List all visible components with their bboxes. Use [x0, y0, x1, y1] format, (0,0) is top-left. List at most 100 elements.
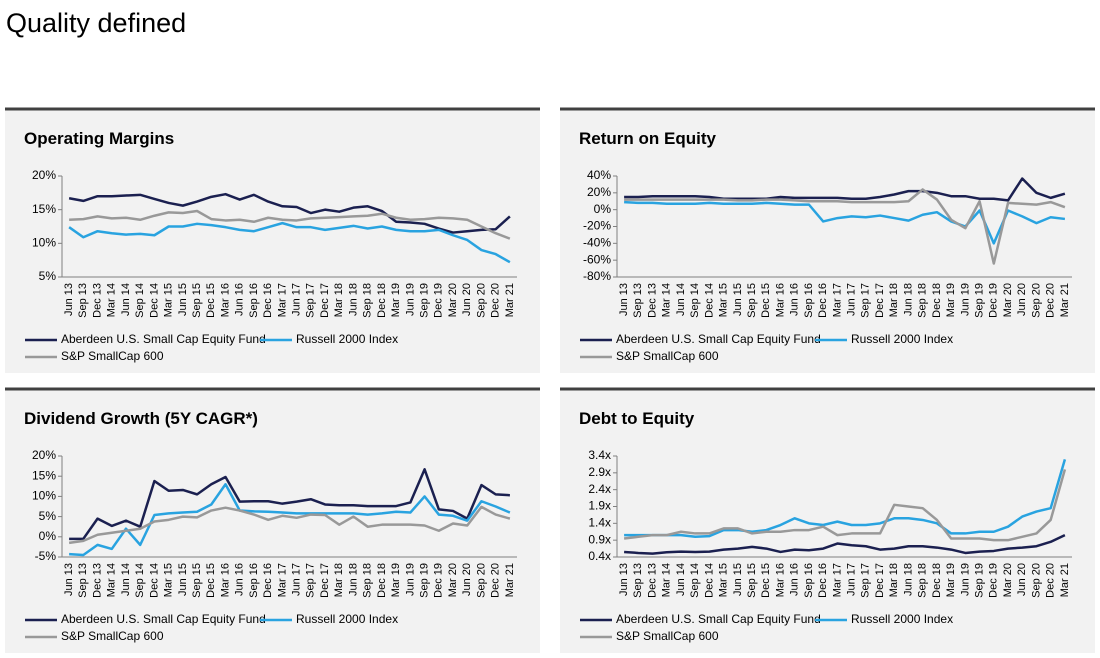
x-tick-label: Jun 16: [789, 283, 801, 316]
x-tick-label: Sep 16: [248, 283, 260, 318]
x-tick-label: Mar 18: [333, 563, 345, 597]
x-tick-label: Jun 13: [63, 563, 75, 596]
legend-label: S&P SmallCap 600: [61, 629, 164, 643]
y-tick-label: 15%: [32, 202, 56, 216]
x-tick-label: Sep 17: [305, 563, 317, 598]
x-tick-label: Dec 14: [148, 563, 160, 598]
x-tick-label: Mar 17: [831, 563, 843, 597]
x-tick-label: Mar 20: [1002, 563, 1014, 597]
x-tick-label: Jun 19: [959, 563, 971, 596]
series-line: [624, 533, 1066, 555]
y-tick-label: 0%: [594, 202, 612, 216]
x-tick-label: Mar 19: [945, 283, 957, 317]
x-tick-label: Dec 19: [988, 563, 1000, 598]
x-tick-label: Jun 16: [789, 563, 801, 596]
x-tick-label: Sep 18: [362, 563, 374, 598]
x-tick-label: Sep 16: [803, 283, 815, 318]
x-tick-label: Jun 17: [846, 283, 858, 316]
x-tick-label: Jun 20: [461, 283, 473, 316]
y-tick-label: 0.9x: [588, 532, 611, 546]
x-tick-label: Sep 19: [973, 563, 985, 598]
x-tick-label: Mar 16: [774, 283, 786, 317]
x-tick-label: Mar 14: [661, 563, 673, 597]
x-tick-label: Dec 20: [490, 283, 502, 318]
x-tick-label: Mar 18: [888, 283, 900, 317]
legend-label: S&P SmallCap 600: [616, 629, 719, 643]
x-tick-label: Jun 18: [902, 563, 914, 596]
x-tick-label: Mar 19: [390, 563, 402, 597]
y-tick-label: 5%: [39, 269, 57, 283]
x-tick-label: Sep 17: [305, 283, 317, 318]
x-tick-label: Jun 17: [291, 283, 303, 316]
legend-label: Russell 2000 Index: [851, 612, 953, 626]
x-tick-label: Mar 16: [219, 563, 231, 597]
x-tick-label: Mar 16: [219, 283, 231, 317]
x-tick-label: Sep 17: [860, 563, 872, 598]
legend-label: Aberdeen U.S. Small Cap Equity Fund: [61, 612, 266, 626]
series-line: [623, 469, 1067, 542]
y-tick-label: 20%: [32, 168, 56, 182]
x-tick-label: Mar 15: [163, 283, 175, 317]
x-tick-label: Jun 13: [618, 563, 630, 596]
x-tick-label: Jun 19: [404, 563, 416, 596]
x-tick-label: Mar 15: [718, 283, 730, 317]
x-tick-label: Dec 14: [148, 283, 160, 318]
x-tick-label: Jun 15: [177, 283, 189, 316]
y-tick-label: -80%: [583, 269, 611, 283]
x-tick-label: Dec 13: [91, 563, 103, 598]
x-tick-label: Dec 18: [376, 283, 388, 318]
x-tick-label: Mar 14: [106, 283, 118, 317]
x-tick-label: Sep 18: [362, 283, 374, 318]
x-tick-label: Jun 13: [63, 283, 75, 316]
y-tick-label: 20%: [32, 448, 56, 462]
x-tick-label: Dec 16: [262, 283, 274, 318]
legend-label: Aberdeen U.S. Small Cap Equity Fund: [61, 332, 266, 346]
series-line: [624, 459, 1067, 539]
x-tick-label: Sep 15: [191, 563, 203, 598]
x-tick-label: Jun 16: [234, 283, 246, 316]
x-tick-label: Dec 20: [490, 563, 502, 598]
x-tick-label: Dec 18: [376, 563, 388, 598]
legend-label: S&P SmallCap 600: [61, 349, 164, 363]
x-tick-label: Dec 18: [931, 283, 943, 318]
y-tick-label: -5%: [35, 549, 57, 563]
series-line: [624, 177, 1066, 202]
legend-label: Russell 2000 Index: [296, 332, 398, 346]
x-tick-label: Sep 16: [803, 563, 815, 598]
chart-title: Return on Equity: [579, 129, 716, 148]
page-title: Quality defined: [6, 8, 186, 38]
x-tick-label: Jun 19: [404, 283, 416, 316]
x-tick-label: Sep 17: [860, 283, 872, 318]
y-tick-label: 0%: [39, 529, 57, 543]
panel: [5, 388, 540, 653]
x-tick-label: Dec 17: [319, 563, 331, 598]
y-tick-label: 20%: [587, 185, 611, 199]
legend-label: Aberdeen U.S. Small Cap Equity Fund: [616, 612, 821, 626]
x-tick-label: Mar 21: [504, 283, 516, 317]
x-tick-label: Jun 18: [902, 283, 914, 316]
x-tick-label: Jun 13: [618, 283, 630, 316]
x-tick-label: Sep 20: [1030, 563, 1042, 598]
x-tick-label: Jun 17: [291, 563, 303, 596]
x-tick-label: Mar 17: [831, 283, 843, 317]
x-tick-label: Dec 20: [1045, 283, 1057, 318]
x-tick-label: Dec 16: [817, 283, 829, 318]
x-tick-label: Sep 14: [134, 563, 146, 598]
x-tick-label: Mar 18: [888, 563, 900, 597]
x-tick-label: Mar 14: [106, 563, 118, 597]
x-tick-label: Jun 14: [675, 563, 687, 596]
x-tick-label: Mar 20: [447, 563, 459, 597]
x-tick-label: Sep 13: [632, 563, 644, 598]
x-tick-label: Sep 13: [77, 283, 89, 318]
series-line: [624, 188, 1066, 265]
y-tick-label: 15%: [32, 468, 56, 482]
series-line: [624, 200, 1066, 245]
x-tick-label: Mar 14: [661, 283, 673, 317]
x-tick-label: Mar 16: [774, 563, 786, 597]
x-tick-label: Mar 19: [390, 283, 402, 317]
x-tick-label: Jun 14: [675, 283, 687, 316]
x-tick-label: Mar 18: [333, 283, 345, 317]
x-tick-label: Dec 16: [817, 563, 829, 598]
x-tick-label: Mar 15: [163, 563, 175, 597]
